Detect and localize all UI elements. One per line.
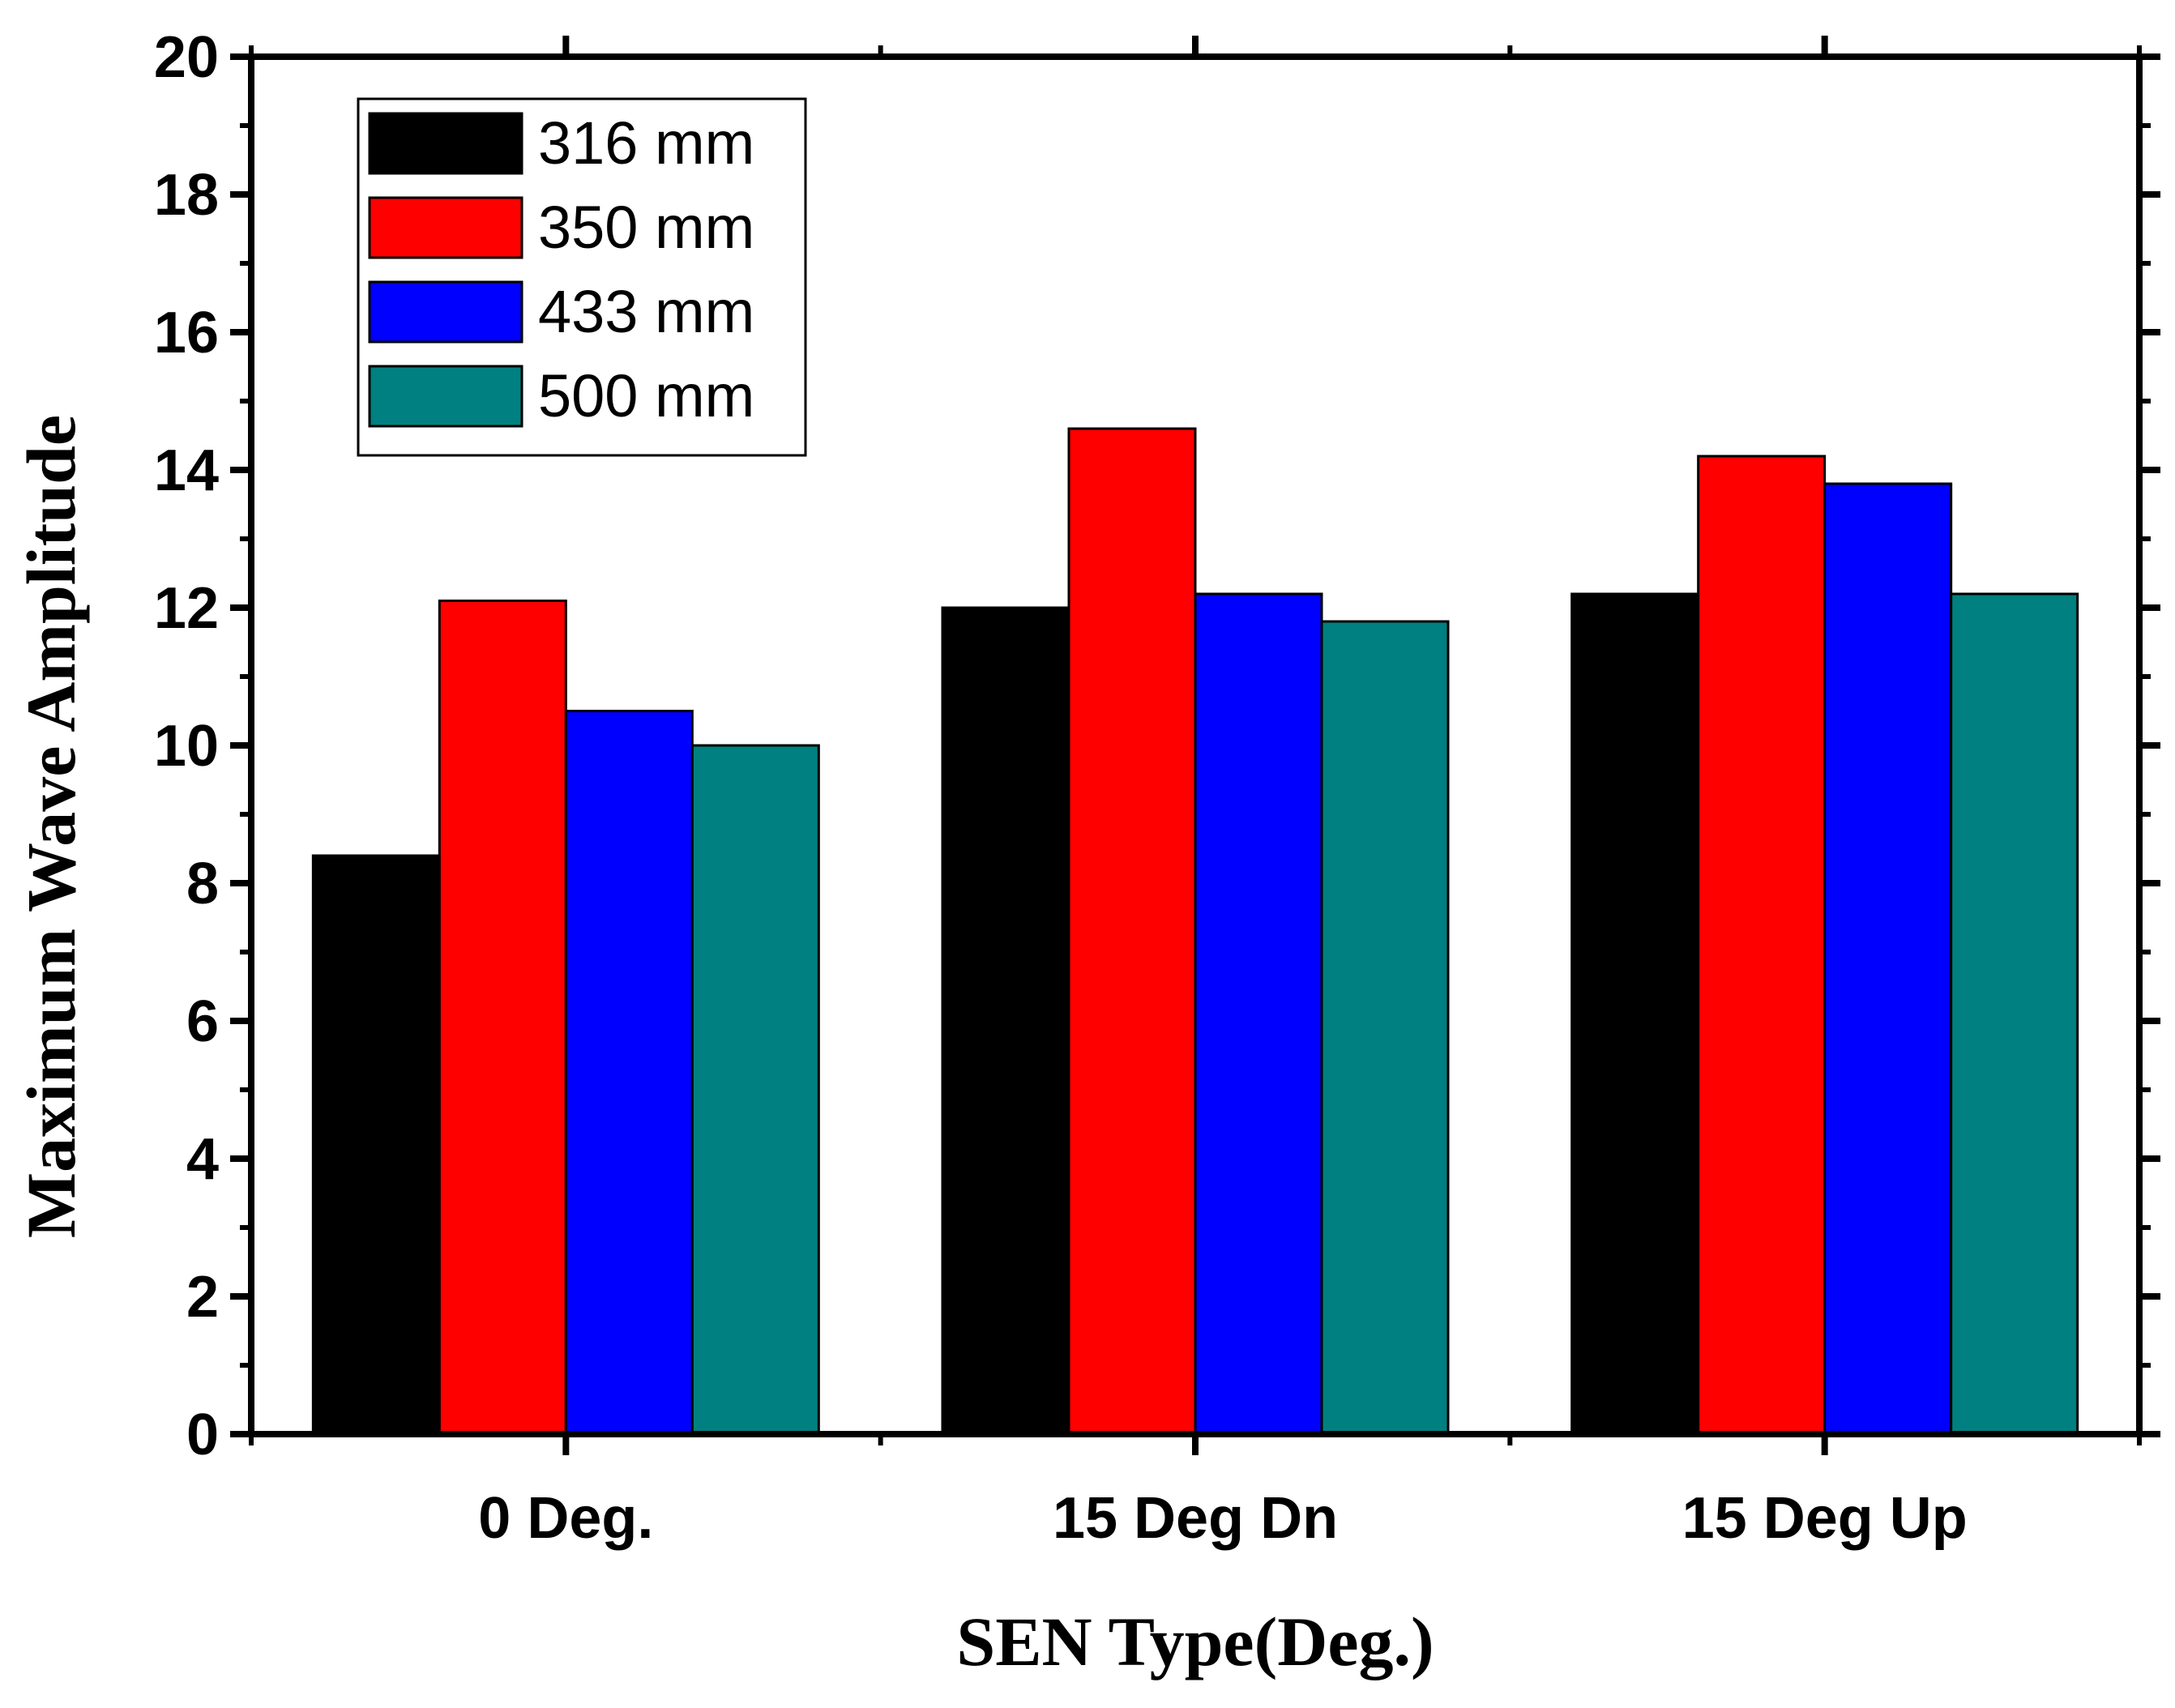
- bars-layer: [311, 427, 2079, 1436]
- bar-2-1: [438, 600, 567, 1436]
- y-tick-label: 10: [154, 714, 219, 779]
- y-axis-title: Maximum Wave Amplitude: [12, 415, 90, 1238]
- bar-4-1: [690, 744, 820, 1436]
- y-tick-label: 20: [154, 25, 219, 90]
- bar-4-2: [1320, 620, 1450, 1436]
- legend-swatch-1: [368, 112, 523, 175]
- y-tick-label: 8: [186, 852, 219, 916]
- y-tick-label: 2: [186, 1265, 219, 1330]
- ticks-layer: 0 2 4 6 8 10 12 14 16 18 20 0 Deg. 15 Deg Dn 15 Deg U…: [154, 25, 2160, 1551]
- bar-2-3: [1697, 455, 1827, 1436]
- bar-2-2: [1067, 427, 1197, 1436]
- y-tick-label: 18: [154, 163, 219, 228]
- legend-label-1: 316 mm: [538, 109, 754, 177]
- legend-label-2: 350 mm: [538, 194, 754, 261]
- x-tick-label: 15 Deg Up: [1682, 1486, 1968, 1551]
- bar-1-2: [941, 606, 1070, 1436]
- x-axis-title: SEN Type(Deg.): [956, 1603, 1434, 1680]
- legend-label-3: 433 mm: [538, 278, 754, 345]
- legend-swatch-4: [368, 365, 523, 428]
- y-tick-label: 14: [154, 438, 219, 503]
- legend-swatch-3: [368, 280, 523, 344]
- legend-swatch-2: [368, 196, 523, 259]
- bar-3-2: [1194, 592, 1323, 1436]
- y-tick-label: 6: [186, 989, 219, 1054]
- y-tick-label: 16: [154, 301, 219, 365]
- legend: 316 mm 350 mm 433 mm 500 mm: [357, 97, 807, 457]
- bar-3-3: [1823, 482, 1953, 1436]
- y-tick-label: 4: [186, 1127, 219, 1192]
- x-tick-label: 0 Deg.: [478, 1486, 653, 1551]
- bar-4-3: [1950, 592, 2079, 1436]
- x-tick-label: 15 Deg Dn: [1053, 1486, 1338, 1551]
- y-tick-label: 12: [154, 576, 219, 641]
- bar-1-3: [1570, 592, 1700, 1436]
- bar-3-1: [564, 710, 694, 1436]
- bar-1-1: [311, 854, 441, 1436]
- legend-label-4: 500 mm: [538, 362, 754, 429]
- y-tick-label: 0: [186, 1403, 219, 1467]
